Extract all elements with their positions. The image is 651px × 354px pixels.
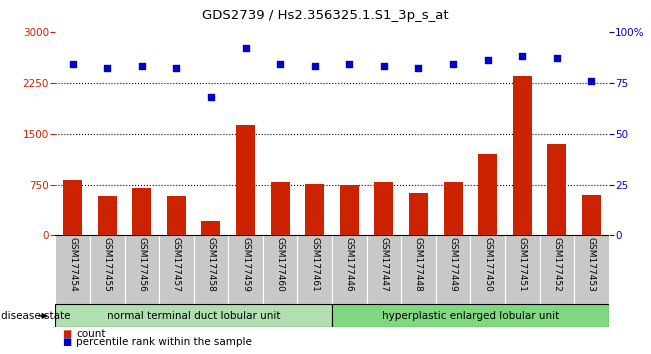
- Text: GSM177459: GSM177459: [241, 238, 250, 292]
- Point: [68, 62, 78, 67]
- Bar: [271, 182, 290, 235]
- Point: [413, 66, 424, 72]
- Point: [379, 64, 389, 69]
- Text: disease state: disease state: [1, 311, 71, 321]
- Bar: [401, 235, 436, 304]
- Text: GSM177455: GSM177455: [103, 238, 112, 292]
- Point: [586, 78, 596, 84]
- Bar: [505, 235, 540, 304]
- Text: GSM177448: GSM177448: [414, 238, 423, 292]
- Point: [137, 64, 147, 69]
- Text: normal terminal duct lobular unit: normal terminal duct lobular unit: [107, 311, 281, 321]
- Point: [309, 64, 320, 69]
- Point: [102, 66, 113, 72]
- Text: GSM177449: GSM177449: [449, 238, 458, 292]
- Bar: [547, 144, 566, 235]
- Bar: [55, 235, 90, 304]
- Text: GSM177458: GSM177458: [206, 238, 215, 292]
- Point: [275, 62, 285, 67]
- Bar: [478, 154, 497, 235]
- Text: GSM177456: GSM177456: [137, 238, 146, 292]
- Text: GSM177461: GSM177461: [311, 238, 319, 292]
- Text: GSM177451: GSM177451: [518, 238, 527, 292]
- Text: GSM177457: GSM177457: [172, 238, 181, 292]
- Bar: [513, 76, 532, 235]
- Bar: [305, 184, 324, 235]
- Bar: [374, 182, 393, 235]
- Text: GDS2739 / Hs2.356325.1.S1_3p_s_at: GDS2739 / Hs2.356325.1.S1_3p_s_at: [202, 9, 449, 22]
- Bar: [540, 235, 574, 304]
- Point: [206, 94, 216, 100]
- Bar: [98, 196, 117, 235]
- Point: [448, 62, 458, 67]
- Bar: [236, 126, 255, 235]
- Bar: [167, 196, 186, 235]
- Bar: [132, 188, 151, 235]
- Bar: [124, 235, 159, 304]
- Bar: [409, 193, 428, 235]
- Text: GSM177453: GSM177453: [587, 238, 596, 292]
- Bar: [263, 235, 298, 304]
- Point: [482, 57, 493, 63]
- Point: [240, 45, 251, 51]
- Bar: [582, 195, 601, 235]
- Bar: [90, 235, 124, 304]
- Point: [171, 66, 182, 72]
- Bar: [340, 184, 359, 235]
- Text: ■: ■: [62, 329, 71, 339]
- Bar: [159, 235, 194, 304]
- Text: percentile rank within the sample: percentile rank within the sample: [76, 337, 252, 348]
- Bar: [298, 235, 332, 304]
- Text: hyperplastic enlarged lobular unit: hyperplastic enlarged lobular unit: [381, 311, 559, 321]
- Text: count: count: [76, 329, 105, 339]
- Text: GSM177450: GSM177450: [483, 238, 492, 292]
- Bar: [194, 235, 229, 304]
- Bar: [63, 180, 82, 235]
- Bar: [332, 304, 609, 327]
- Bar: [332, 235, 367, 304]
- Bar: [470, 235, 505, 304]
- Text: GSM177460: GSM177460: [275, 238, 284, 292]
- Text: ■: ■: [62, 337, 71, 348]
- Point: [517, 53, 527, 59]
- Text: GSM177452: GSM177452: [552, 238, 561, 292]
- Bar: [436, 235, 470, 304]
- Bar: [201, 221, 221, 235]
- Point: [551, 56, 562, 61]
- Text: GSM177446: GSM177446: [345, 238, 353, 292]
- Point: [344, 62, 355, 67]
- Text: GSM177454: GSM177454: [68, 238, 77, 292]
- Bar: [229, 235, 263, 304]
- Bar: [55, 304, 332, 327]
- Bar: [443, 182, 463, 235]
- Bar: [574, 235, 609, 304]
- Text: GSM177447: GSM177447: [380, 238, 389, 292]
- Bar: [367, 235, 401, 304]
